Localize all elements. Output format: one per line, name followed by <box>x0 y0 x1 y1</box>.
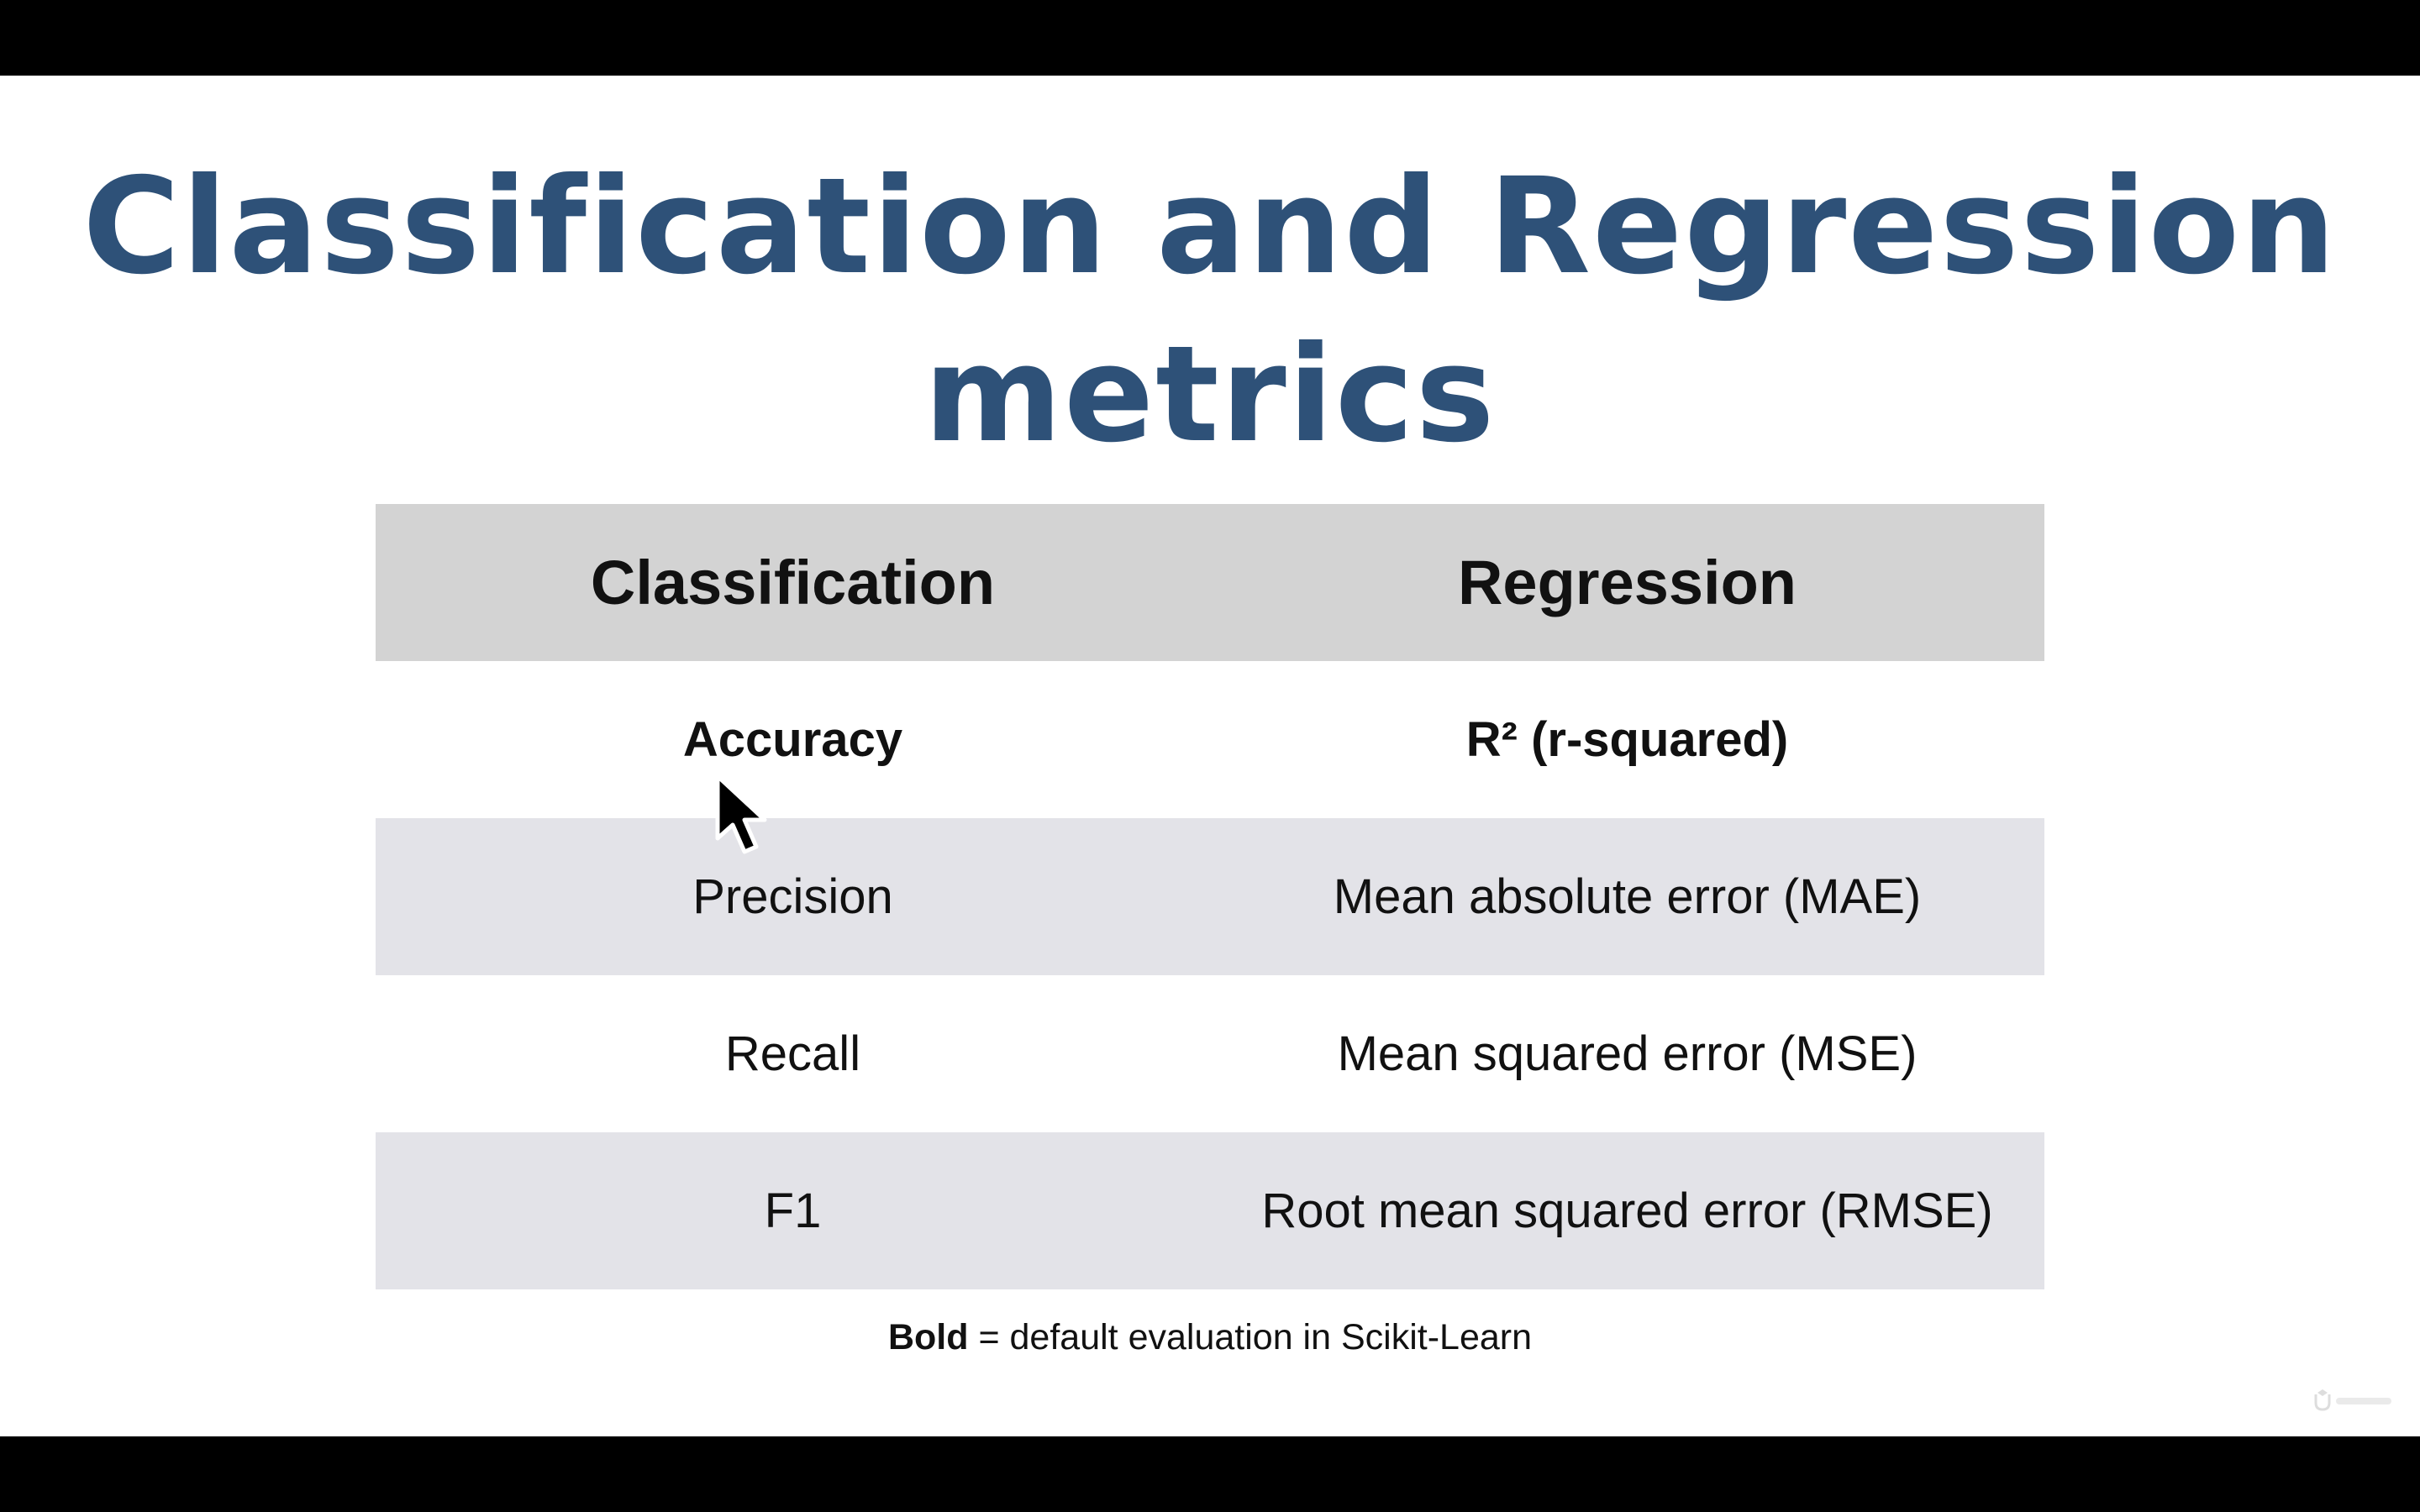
classification-metric: Recall <box>724 1026 861 1081</box>
title-line-2: metrics <box>923 318 1497 472</box>
footnote-bold: Bold <box>887 1317 969 1357</box>
letterbox-top <box>0 0 2420 76</box>
slide-title: Classification and Regression metrics <box>0 143 2420 479</box>
classification-metric: F1 <box>764 1184 822 1238</box>
footnote: Bold = default evaluation in Scikit-Lear… <box>0 1317 2420 1358</box>
footnote-text: = default evaluation in Scikit-Learn <box>968 1317 1533 1357</box>
table-row: Recall Mean squared error (MSE) <box>376 975 2044 1132</box>
metrics-table: Classification Regression Accuracy R² (r… <box>376 504 2044 1289</box>
regression-metric: R² (r-squared) <box>1465 712 1789 767</box>
table-row: Accuracy R² (r-squared) <box>376 661 2044 818</box>
table-row: Precision Mean absolute error (MAE) <box>376 818 2044 975</box>
letterbox-bottom <box>0 1436 2420 1512</box>
udemy-logo <box>2312 1388 2396 1419</box>
regression-metric: Mean squared error (MSE) <box>1337 1026 1918 1081</box>
mouse-pointer-icon <box>715 774 767 854</box>
header-regression: Regression <box>1457 548 1797 617</box>
regression-metric: Root mean squared error (RMSE) <box>1261 1184 1993 1238</box>
regression-metric: Mean absolute error (MAE) <box>1333 869 1922 924</box>
classification-metric: Accuracy <box>682 712 903 767</box>
table-header-row: Classification Regression <box>376 504 2044 661</box>
table-row: F1 Root mean squared error (RMSE) <box>376 1132 2044 1289</box>
slide: Classification and Regression metrics Cl… <box>0 76 2420 1436</box>
title-line-1: Classification and Regression <box>82 150 2338 304</box>
header-classification: Classification <box>590 548 996 617</box>
classification-metric: Precision <box>692 869 893 924</box>
